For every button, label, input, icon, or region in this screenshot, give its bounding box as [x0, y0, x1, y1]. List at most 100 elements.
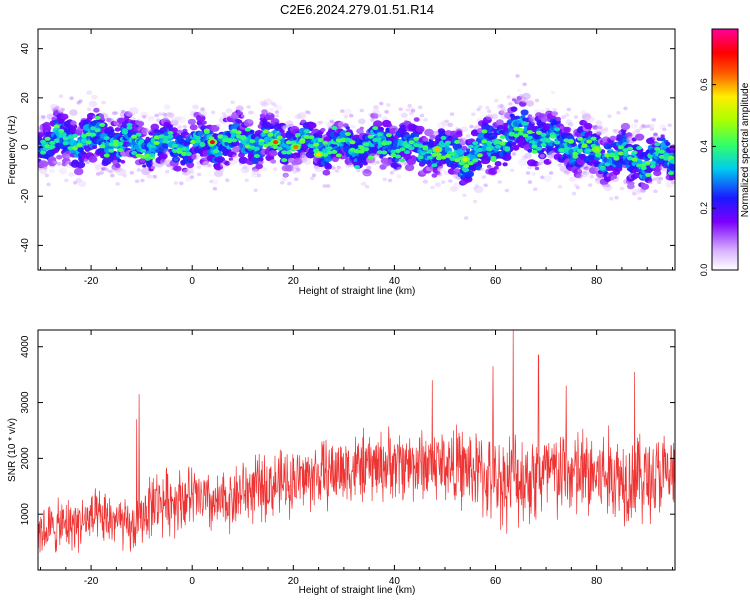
spectrogram-cell — [117, 141, 124, 146]
spectrogram-cell — [635, 128, 640, 133]
spectrogram-cell — [486, 146, 492, 151]
spectrogram-cell — [472, 199, 478, 204]
spectrogram-cell — [487, 109, 492, 113]
spectrogram-cell — [454, 168, 460, 173]
spectrogram-cell — [370, 118, 375, 122]
spectrogram-cell — [456, 130, 463, 135]
spectrogram-cell — [413, 143, 420, 148]
spectrogram-hotspot — [273, 140, 279, 145]
spectrogram-cell — [660, 134, 665, 138]
spectrogram-cell — [126, 111, 134, 117]
spectrogram-cell — [431, 152, 438, 157]
spectrogram-cell — [249, 145, 256, 150]
spectrogram-cell — [73, 180, 78, 185]
spectrogram-cell — [478, 105, 483, 109]
spectrogram-cell — [116, 168, 127, 176]
spectrogram-cell — [326, 184, 331, 188]
spectrogram-cell — [335, 138, 342, 143]
spectrogram-cell — [358, 118, 366, 125]
spectrogram-cell — [493, 166, 499, 170]
spectrogram-cell — [510, 168, 515, 173]
spectrogram-cell — [177, 125, 182, 129]
spectrogram-cell — [577, 148, 583, 153]
spectrogram-cell — [445, 140, 451, 145]
spectrogram-cell — [567, 139, 574, 144]
spectrogram-cell — [404, 144, 411, 149]
snr-series-line — [38, 330, 675, 553]
spectrogram-cell — [441, 180, 446, 184]
spectrogram-cell — [152, 174, 157, 179]
spectrogram-cell — [194, 135, 201, 140]
spectrogram-cell — [413, 136, 420, 141]
spectrogram-cell — [287, 181, 292, 186]
spectrogram-cell — [299, 138, 306, 143]
spectrogram-cell — [243, 164, 250, 170]
spectrogram-cell — [158, 134, 165, 139]
spectrogram-cell — [117, 123, 122, 128]
spectrogram-cell — [207, 163, 212, 168]
spectrogram-cell — [294, 177, 299, 181]
spectrogram-cell — [385, 133, 392, 138]
spectrogram-cell — [181, 146, 188, 151]
snr-x-tick-label: 60 — [490, 576, 502, 587]
spectrogram-cell — [311, 173, 317, 178]
spectrogram-cell — [294, 114, 302, 120]
spectrogram-cell — [313, 142, 320, 147]
spectrogram-cell — [277, 122, 287, 130]
spectrogram-cell — [534, 109, 540, 113]
spectrogram-cell — [619, 186, 625, 191]
spectrogram-cell — [280, 181, 285, 185]
spectrogram-cell — [654, 147, 661, 151]
spectrogram-cell — [545, 138, 552, 143]
spectrogram-cell — [103, 136, 110, 141]
spectrogram-cell — [144, 153, 151, 158]
spectrogram-cell — [69, 96, 74, 100]
spectrogram-cell — [494, 161, 502, 167]
spectrogram-cell — [244, 168, 250, 172]
spectrogram-cell — [473, 185, 484, 194]
spectrogram-cell — [213, 149, 219, 154]
spectrogram-cell — [390, 145, 398, 152]
spectrogram-cell — [101, 100, 106, 105]
spectrogram-cell — [201, 120, 207, 125]
spectrogram-axes: -20 0 20 40 60 80 -40 -20 0 20 40 — [20, 29, 675, 287]
spectrogram-cell — [75, 161, 86, 169]
spectrogram-cell — [179, 181, 184, 186]
spectrogram-x-tick-label: 40 — [389, 276, 401, 287]
spectrogram-cell — [499, 135, 506, 139]
spectrogram-cell — [253, 154, 260, 158]
spectrogram-cell — [103, 166, 108, 170]
spectrogram-cell — [116, 167, 123, 172]
spectrogram-cell — [543, 175, 552, 182]
spectrogram-cell — [274, 114, 279, 118]
spectrogram-cell — [644, 177, 653, 184]
spectrogram-cell — [359, 126, 364, 130]
spectrogram-cell — [467, 144, 474, 149]
spectrogram-cell — [389, 127, 399, 135]
spectrogram-cell — [527, 180, 533, 184]
spectrogram-cell — [329, 119, 334, 124]
spectrogram-cell — [440, 135, 447, 140]
colorbar-label: Normalized spectral amplitude — [740, 82, 750, 217]
spectrogram-cell — [354, 149, 360, 154]
spectrogram-cell — [58, 94, 64, 98]
spectrogram-cell — [340, 137, 347, 142]
spectrogram-cell — [533, 187, 538, 191]
spectrogram-cell — [522, 133, 529, 138]
spectrogram-cell — [131, 116, 136, 121]
spectrogram-cell — [196, 114, 206, 122]
spectrogram-cell — [663, 156, 670, 161]
spectrogram-cell — [46, 182, 51, 187]
spectrogram-cell — [259, 113, 266, 119]
spectrogram-cell — [68, 172, 75, 177]
spectrogram-cell — [645, 172, 652, 177]
spectrogram-cell — [58, 167, 67, 175]
spectrogram-cell — [263, 129, 269, 134]
spectrogram-cell — [436, 163, 444, 169]
spectrogram-cell — [409, 111, 414, 116]
spectrogram-cell — [633, 119, 639, 123]
spectrogram-cell — [372, 138, 379, 142]
spectrogram-cell — [376, 132, 383, 137]
spectrogram-cell — [320, 127, 326, 132]
